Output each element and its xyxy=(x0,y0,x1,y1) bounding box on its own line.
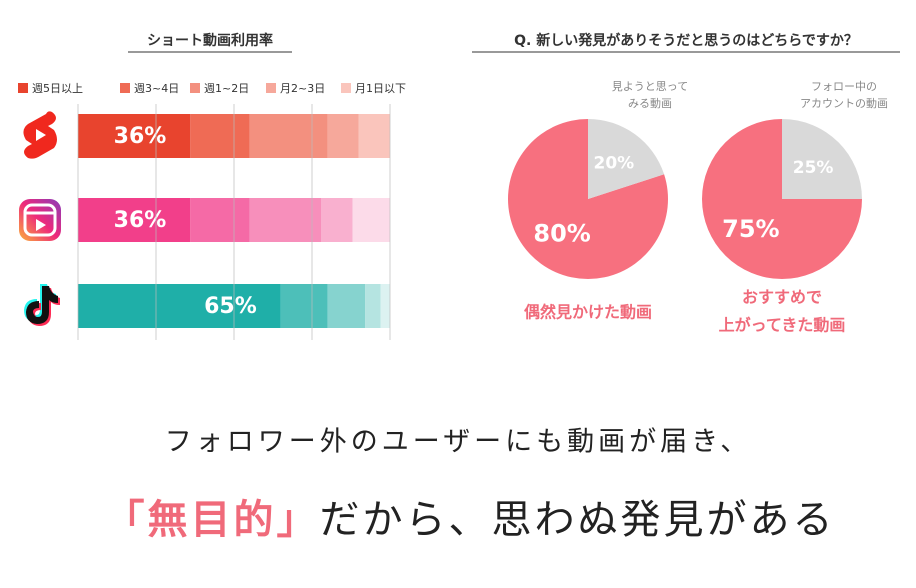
bar-segment xyxy=(327,114,359,158)
message-line2: 「無目的」だから、思わぬ発見がある xyxy=(105,497,836,543)
legend-swatch xyxy=(190,83,200,93)
pie-slice xyxy=(782,119,862,199)
bar-segment xyxy=(78,114,191,158)
slice-annotation: フォロー中の xyxy=(811,80,877,93)
instagram-reels-icon xyxy=(19,199,61,241)
legend-label: 週3~4日 xyxy=(134,82,179,95)
bar-segment xyxy=(358,114,390,158)
tiktok-icon xyxy=(24,284,60,326)
data-label: 36% xyxy=(114,124,167,149)
slice-annotation: 見ようと思って xyxy=(612,80,688,93)
message-emphasis: 「無目的」 xyxy=(105,497,320,543)
bar-segment xyxy=(352,198,390,242)
bar-segment xyxy=(380,284,390,328)
pie-caption: 偶然見かけた動画 xyxy=(524,303,652,322)
legend-label: 月1日以下 xyxy=(355,82,406,95)
slice-annotation: みる動画 xyxy=(628,96,672,110)
legend-swatch xyxy=(120,83,130,93)
bar-segment xyxy=(190,198,250,242)
bar-segment xyxy=(78,284,281,328)
bar-segment xyxy=(249,114,328,158)
data-label: 36% xyxy=(114,208,167,233)
data-label: 25% xyxy=(793,158,834,178)
pie-caption: おすすめで xyxy=(742,288,822,307)
pie-caption: 上がってきた動画 xyxy=(719,316,846,335)
legend-swatch xyxy=(266,83,276,93)
data-label: 75% xyxy=(722,215,779,243)
bar-segment xyxy=(190,114,250,158)
bar-segment xyxy=(280,284,328,328)
bar-segment xyxy=(321,198,353,242)
chart-title: ショート動画利用率 xyxy=(147,32,273,49)
data-label: 20% xyxy=(594,153,635,173)
legend-label: 月2~3日 xyxy=(280,82,325,95)
bar-segment xyxy=(365,284,381,328)
data-label: 65% xyxy=(204,294,257,319)
legend-label: 週5日以上 xyxy=(32,82,83,95)
message-rest: だから、思わぬ発見がある xyxy=(320,497,836,543)
message-line1: フォロワー外のユーザーにも動画が届き、 xyxy=(165,427,752,458)
bar-segment xyxy=(249,198,322,242)
pie-slice xyxy=(508,119,669,279)
bar-segment xyxy=(327,284,366,328)
pie-slice xyxy=(588,119,665,199)
youtube-shorts-icon xyxy=(23,111,57,159)
data-label: 80% xyxy=(533,220,590,248)
legend-swatch xyxy=(18,83,28,93)
legend-label: 週1~2日 xyxy=(204,82,249,95)
slice-annotation: アカウントの動画 xyxy=(800,96,888,110)
chart-title: Q. 新しい発見がありそうだと思うのはどちらですか？ xyxy=(514,32,858,49)
legend-swatch xyxy=(341,83,351,93)
bar-segment xyxy=(78,198,191,242)
